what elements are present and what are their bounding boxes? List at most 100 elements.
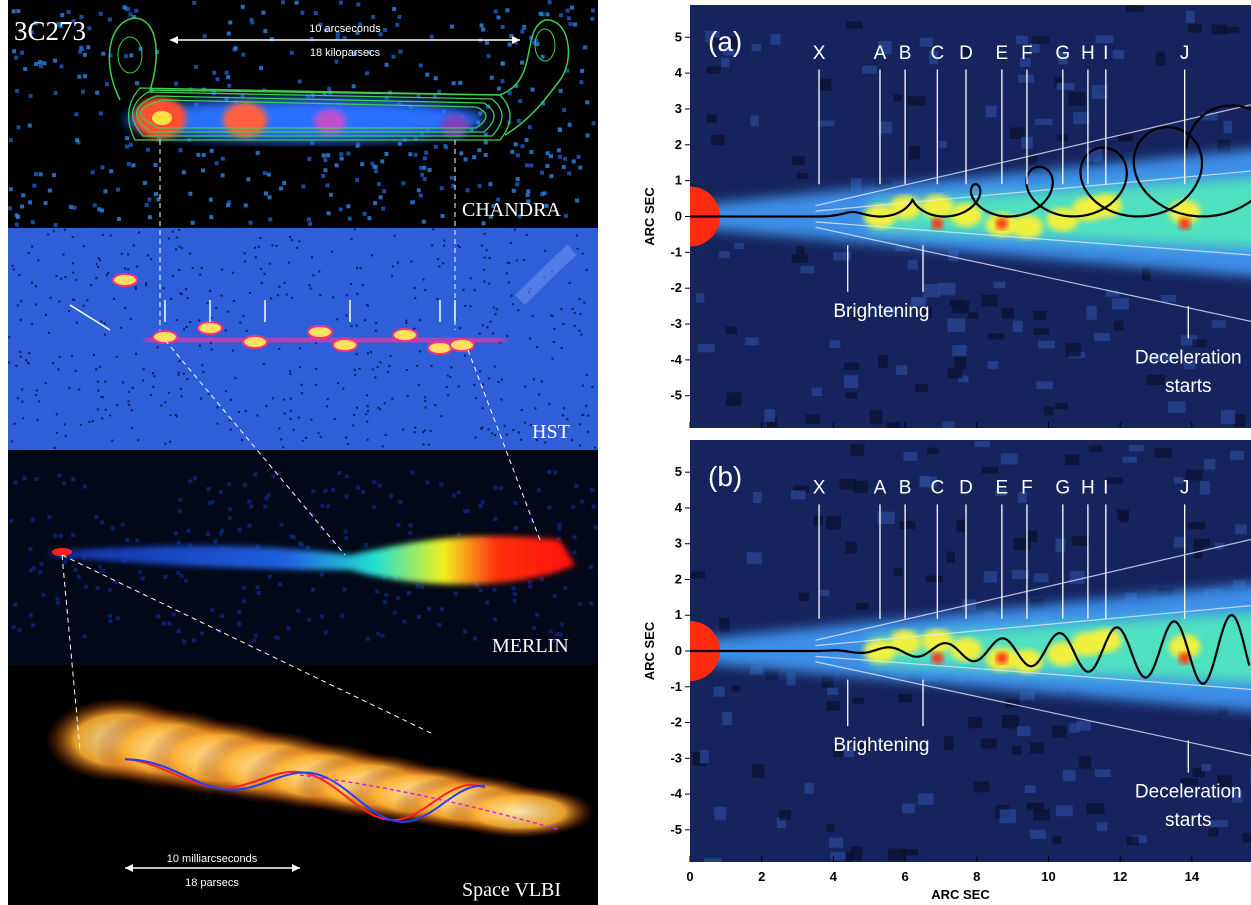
- noise: [508, 42, 512, 46]
- noise: [178, 509, 182, 513]
- noise: [573, 550, 577, 554]
- noise: [356, 486, 360, 490]
- noise: [323, 168, 327, 172]
- noise: [130, 318, 132, 320]
- noise: [375, 590, 379, 594]
- noise: [547, 470, 551, 474]
- y-tick-label: -1: [670, 244, 682, 259]
- noise: [831, 852, 846, 860]
- noise: [528, 125, 532, 129]
- noise: [580, 499, 584, 503]
- noise: [490, 76, 494, 80]
- noise: [483, 269, 485, 271]
- noise: [37, 419, 39, 421]
- noise: [424, 400, 426, 402]
- noise: [221, 269, 223, 271]
- noise: [103, 189, 107, 193]
- y-tick-label: -5: [670, 822, 682, 837]
- noise: [829, 838, 843, 848]
- noise: [192, 1, 196, 5]
- noise: [398, 500, 402, 504]
- noise: [109, 169, 113, 173]
- noise: [1156, 51, 1165, 65]
- noise: [230, 428, 232, 430]
- noise: [508, 281, 510, 283]
- noise: [257, 591, 261, 595]
- y-tick-label: -1: [670, 679, 682, 694]
- noise: [495, 313, 497, 315]
- model-panel: XABCDEFGHIJBrighteningDecelerationstarts…: [642, 5, 1251, 432]
- noise: [100, 208, 104, 212]
- noise: [366, 421, 368, 423]
- feature-label: G: [1055, 478, 1070, 499]
- noise: [367, 439, 369, 441]
- feature-label: B: [899, 478, 912, 499]
- noise: [329, 193, 333, 197]
- noise: [55, 597, 59, 601]
- noise: [263, 273, 265, 275]
- noise: [478, 184, 482, 188]
- y-tick-label: 3: [675, 101, 682, 116]
- noise: [878, 355, 888, 368]
- noise: [102, 569, 106, 573]
- noise: [384, 402, 386, 404]
- noise: [169, 441, 171, 443]
- feature-label: E: [996, 478, 1009, 499]
- noise: [419, 194, 423, 198]
- feature-label: J: [1180, 478, 1190, 499]
- noise: [146, 148, 150, 152]
- noise: [512, 586, 516, 590]
- noise: [93, 203, 97, 207]
- noise: [985, 106, 996, 117]
- noise: [1218, 140, 1231, 153]
- noise: [350, 283, 352, 285]
- noise: [707, 115, 717, 123]
- noise: [80, 424, 82, 426]
- noise: [60, 278, 62, 280]
- noise: [256, 151, 260, 155]
- noise: [478, 504, 482, 508]
- noise: [16, 125, 20, 129]
- noise: [64, 229, 66, 231]
- noise: [982, 467, 999, 473]
- noise: [494, 434, 496, 436]
- noise: [691, 571, 705, 578]
- noise: [267, 493, 271, 497]
- noise: [526, 193, 530, 197]
- noise: [182, 639, 186, 643]
- noise: [420, 173, 424, 177]
- feature-label: X: [813, 43, 826, 64]
- label: 18 parsecs: [185, 877, 239, 889]
- noise: [856, 603, 869, 610]
- noise: [311, 489, 315, 493]
- noise: [382, 189, 386, 193]
- noise: [417, 615, 421, 619]
- noise: [54, 223, 58, 227]
- noise: [127, 400, 129, 402]
- noise: [1117, 509, 1129, 520]
- noise: [189, 253, 191, 255]
- noise: [425, 481, 429, 485]
- noise: [587, 415, 589, 417]
- noise: [35, 303, 37, 305]
- noise: [13, 423, 15, 425]
- noise: [20, 356, 22, 358]
- noise: [485, 601, 489, 605]
- noise: [100, 521, 104, 525]
- noise: [354, 228, 356, 230]
- noise: [526, 189, 530, 193]
- feature-label: A: [874, 43, 887, 64]
- noise: [1168, 401, 1186, 413]
- noise: [582, 253, 584, 255]
- noise: [574, 484, 578, 488]
- label: 3C273: [14, 16, 86, 46]
- noise: [131, 409, 133, 411]
- noise: [573, 23, 577, 27]
- noise: [228, 419, 230, 421]
- noise: [366, 394, 368, 396]
- noise: [734, 243, 744, 249]
- noise: [1066, 343, 1081, 357]
- noise: [362, 284, 364, 286]
- noise: [918, 793, 933, 804]
- y-tick-label: -5: [670, 388, 682, 403]
